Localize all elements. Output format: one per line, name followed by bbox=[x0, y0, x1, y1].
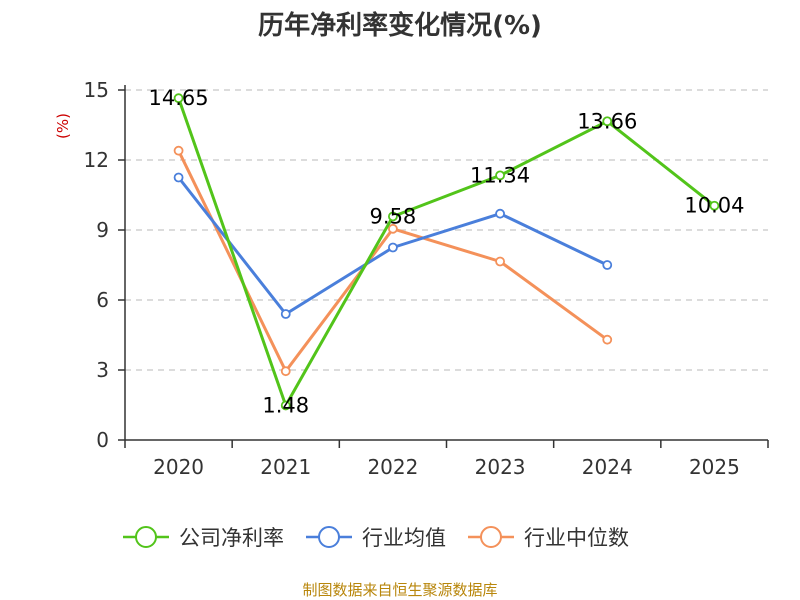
data-label: 11.34 bbox=[470, 163, 530, 187]
data-label: 14.65 bbox=[149, 86, 209, 110]
data-point bbox=[602, 116, 613, 127]
data-point bbox=[388, 242, 398, 253]
data-point bbox=[495, 170, 505, 181]
x-tick-label: 2021 bbox=[260, 455, 311, 479]
data-point bbox=[280, 309, 291, 319]
data-point bbox=[602, 260, 613, 270]
legend-marker bbox=[318, 526, 340, 548]
y-tick-label: 12 bbox=[84, 148, 109, 172]
data-label: 13.66 bbox=[577, 109, 637, 133]
data-point bbox=[280, 400, 291, 411]
x-tick-label: 2024 bbox=[582, 455, 633, 479]
axes: 0 3 6 9 12 15 2020 2021 2022 2023 2024 2025 bbox=[84, 78, 769, 479]
y-tick-label: 15 bbox=[84, 78, 109, 102]
legend-label: 行业均值 bbox=[362, 526, 446, 550]
y-tick-label: 3 bbox=[96, 358, 109, 382]
data-point bbox=[173, 93, 184, 104]
source-note: 制图数据来自恒生聚源数据库 bbox=[302, 581, 497, 599]
x-tick-label: 2025 bbox=[689, 455, 740, 479]
legend-label: 公司净利率 bbox=[179, 526, 284, 550]
y-tick-label: 0 bbox=[96, 428, 109, 452]
data-point bbox=[173, 145, 184, 156]
data-point bbox=[709, 200, 720, 211]
legend: 公司净利率 行业均值 行业中位数 bbox=[123, 526, 629, 550]
data-point bbox=[173, 172, 184, 183]
legend-item[interactable]: 行业均值 bbox=[306, 526, 446, 550]
x-tick-label: 2020 bbox=[153, 455, 204, 479]
legend-item[interactable]: 行业中位数 bbox=[468, 526, 629, 550]
legend-marker bbox=[135, 526, 157, 548]
data-point bbox=[495, 256, 505, 267]
data-label: 10.04 bbox=[684, 194, 744, 218]
data-point bbox=[602, 334, 613, 345]
data-point bbox=[388, 223, 398, 234]
y-tick-label: 9 bbox=[96, 218, 109, 242]
legend-label: 行业中位数 bbox=[524, 526, 629, 550]
data-point bbox=[280, 366, 291, 377]
chart-title: 历年净利率变化情况(%) bbox=[258, 10, 542, 41]
series-line bbox=[177, 97, 716, 407]
y-axis-unit: (%) bbox=[54, 113, 72, 139]
x-tick-label: 2023 bbox=[475, 455, 526, 479]
data-labels: 14.65 1.48 9.58 11.34 13.66 10.04 bbox=[149, 86, 745, 417]
data-label: 1.48 bbox=[262, 393, 309, 417]
series-layer bbox=[173, 93, 720, 411]
legend-marker bbox=[480, 526, 502, 548]
x-tick-label: 2022 bbox=[367, 455, 418, 479]
data-label: 9.58 bbox=[370, 204, 417, 228]
legend-item[interactable]: 公司净利率 bbox=[123, 526, 284, 550]
data-point bbox=[495, 208, 505, 219]
y-tick-label: 6 bbox=[96, 288, 109, 312]
data-point bbox=[388, 211, 398, 222]
